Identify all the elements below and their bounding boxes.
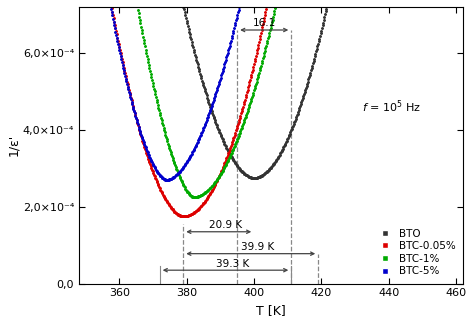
Text: 20.9 K: 20.9 K — [209, 220, 242, 230]
Text: 39.3 K: 39.3 K — [216, 259, 249, 269]
Text: 16.1: 16.1 — [253, 18, 276, 28]
Legend: BTO, BTC-0.05%, BTC-1%, BTC-5%: BTO, BTC-0.05%, BTC-1%, BTC-5% — [371, 224, 460, 281]
Text: $\it{f}$ = 10$^5$ Hz: $\it{f}$ = 10$^5$ Hz — [362, 98, 421, 115]
X-axis label: T [K]: T [K] — [256, 304, 286, 317]
Y-axis label: 1/ε': 1/ε' — [7, 134, 20, 156]
Text: 39.9 K: 39.9 K — [241, 242, 274, 252]
